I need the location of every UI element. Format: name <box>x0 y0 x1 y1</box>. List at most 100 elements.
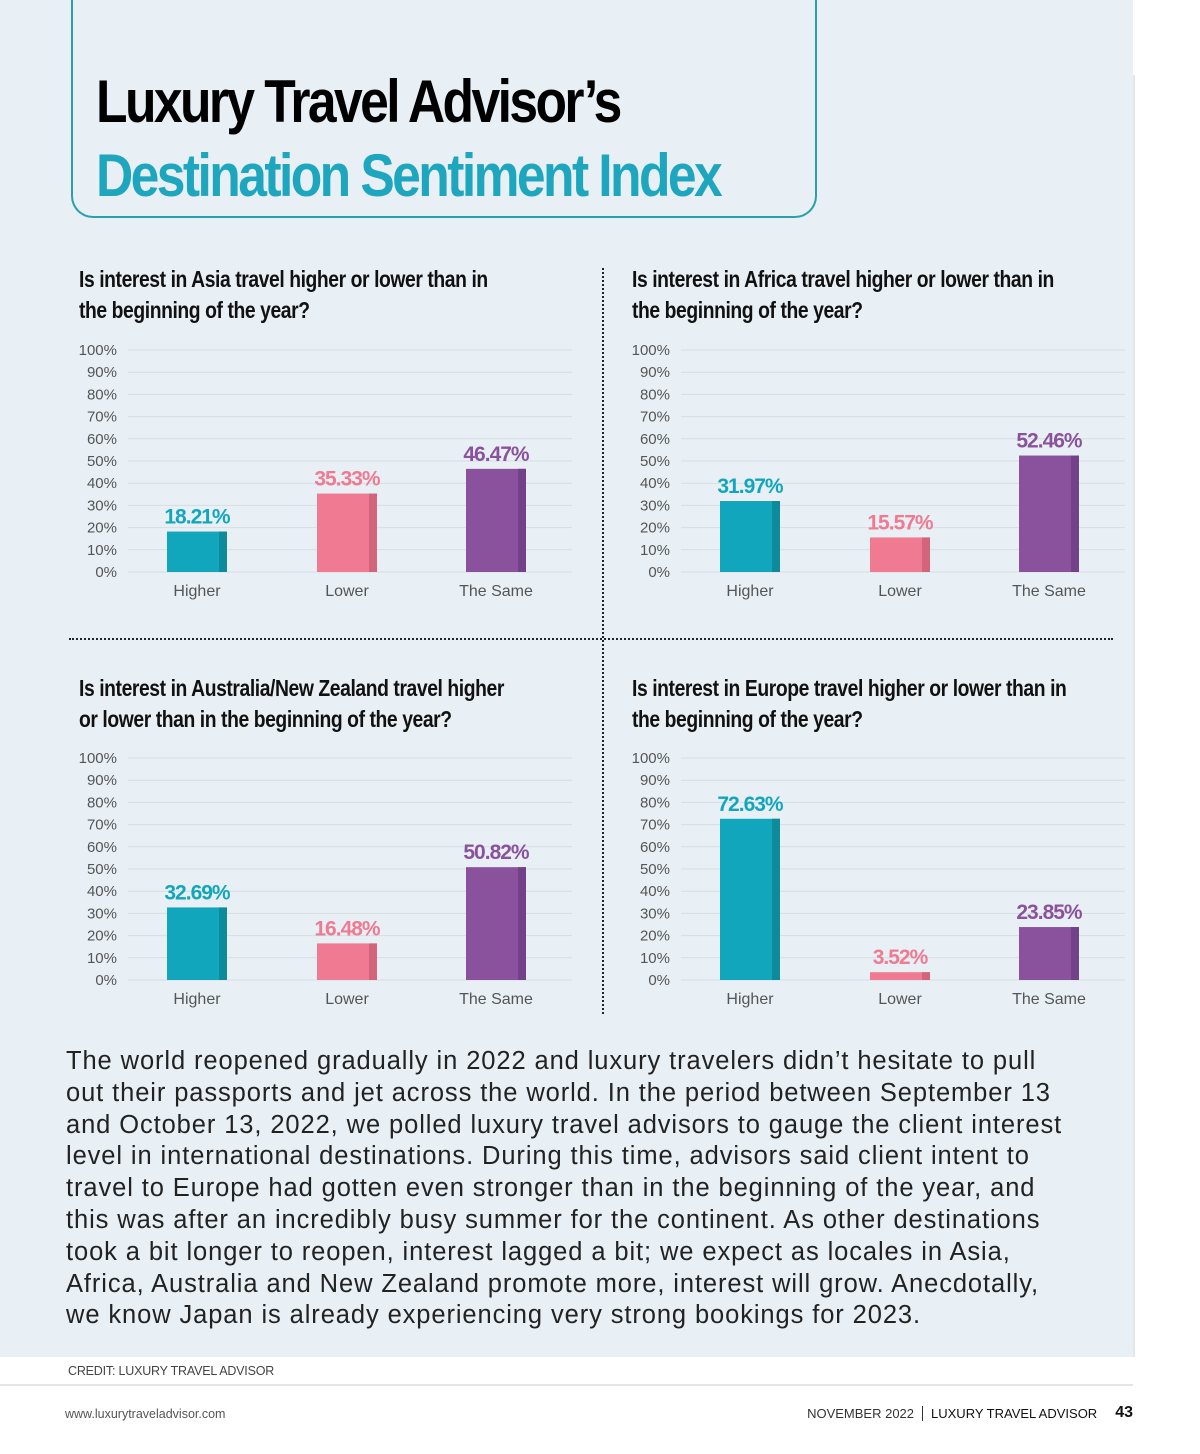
y-tick-label: 90% <box>640 364 670 381</box>
bar-higher <box>167 531 227 572</box>
bar-lower <box>317 493 377 572</box>
y-tick-label: 70% <box>87 409 117 426</box>
chart-europe-title: Is interest in Europe travel higher or l… <box>632 673 1067 735</box>
chart-asia-title: Is interest in Asia travel higher or low… <box>79 264 488 326</box>
bar-lower-shade <box>922 972 930 980</box>
page-number: 43 <box>1115 1404 1133 1421</box>
y-tick-label: 10% <box>87 542 117 559</box>
data-label-same: 46.47% <box>463 443 530 466</box>
y-tick-label: 20% <box>87 928 117 945</box>
footer-separator <box>922 1405 924 1421</box>
bar-same <box>1019 455 1079 572</box>
y-tick-label: 100% <box>79 342 117 359</box>
bar-lower-body <box>317 493 377 572</box>
chart-australia-title: Is interest in Australia/New Zealand tra… <box>79 673 504 735</box>
y-tick-label: 80% <box>87 386 117 403</box>
y-tick-label: 50% <box>87 453 117 470</box>
x-category-label: Lower <box>878 991 922 1008</box>
footer-url-link[interactable]: www.luxurytraveladvisor.com <box>65 1407 226 1421</box>
bar-higher-shade <box>219 531 227 572</box>
body-line: and October 13, 2022, we polled luxury t… <box>66 1110 1063 1139</box>
body-line: Africa, Australia and New Zealand promot… <box>66 1269 1039 1298</box>
chart-australia: 0% 10% 20% 30% 40% 50% 60% 70% 80% 90% 100% 32.69% H… <box>79 750 572 1008</box>
y-tick-label: 60% <box>640 431 670 448</box>
y-tick-label: 10% <box>640 950 670 967</box>
bar-same <box>466 468 526 572</box>
y-tick-label: 30% <box>640 497 670 514</box>
y-tick-label: 20% <box>640 520 670 537</box>
chart-title-line: Is interest in Africa travel higher or l… <box>632 266 1054 292</box>
bar-same-body <box>1019 927 1079 980</box>
bar-higher-shade <box>219 907 227 980</box>
credit-divider <box>0 1384 1133 1386</box>
bar-same-shade <box>1071 455 1079 572</box>
y-tick-label: 0% <box>95 972 117 989</box>
chart-title-line: or lower than in the beginning of the ye… <box>79 706 452 732</box>
y-tick-label: 10% <box>87 950 117 967</box>
x-category-label: Lower <box>325 583 369 600</box>
bar-lower-shade <box>369 493 377 572</box>
x-category-label: Higher <box>173 583 221 600</box>
x-category-label: Higher <box>726 583 774 600</box>
bar-lower-body <box>317 943 377 980</box>
page-title: Luxury Travel Advisor’s <box>96 68 622 135</box>
page-subtitle: Destination Sentiment Index <box>96 142 723 209</box>
y-tick-label: 70% <box>87 817 117 834</box>
y-tick-label: 90% <box>640 772 670 789</box>
data-label-same: 50.82% <box>463 841 530 864</box>
y-tick-label: 90% <box>87 772 117 789</box>
bar-lower-shade <box>922 537 930 572</box>
y-tick-label: 80% <box>87 794 117 811</box>
y-tick-label: 60% <box>87 431 117 448</box>
x-category-label: The Same <box>459 583 533 600</box>
bar-same <box>466 867 526 980</box>
body-line: took a bit longer to reopen, interest la… <box>66 1237 1011 1266</box>
x-category-label: Lower <box>878 583 922 600</box>
chart-title-line: Is interest in Europe travel higher or l… <box>632 675 1067 701</box>
chart-title-line: Is interest in Asia travel higher or low… <box>79 266 488 292</box>
y-tick-label: 100% <box>632 750 670 767</box>
chart-africa-title: Is interest in Africa travel higher or l… <box>632 264 1054 326</box>
body-line: level in international destinations. Dur… <box>66 1142 1030 1171</box>
y-tick-label: 0% <box>648 564 670 581</box>
y-tick-label: 40% <box>640 883 670 900</box>
bar-same <box>1019 927 1079 980</box>
bar-same-shade <box>518 867 526 980</box>
y-tick-label: 50% <box>640 861 670 878</box>
chart-africa: 0% 10% 20% 30% 40% 50% 60% 70% 80% 90% 100% 31.97% H… <box>632 342 1125 600</box>
bar-higher <box>720 501 780 572</box>
bar-higher <box>720 818 780 980</box>
y-tick-label: 10% <box>640 542 670 559</box>
body-line: we know Japan is already experiencing ve… <box>66 1301 921 1330</box>
y-tick-label: 30% <box>87 497 117 514</box>
data-label-lower: 35.33% <box>314 468 381 491</box>
data-label-higher: 32.69% <box>164 881 231 904</box>
y-tick-label: 100% <box>79 750 117 767</box>
x-category-label: The Same <box>1012 583 1086 600</box>
bar-same-body <box>466 468 526 572</box>
chart-title-line: the beginning of the year? <box>632 297 863 323</box>
bar-higher-shade <box>772 501 780 572</box>
bar-lower <box>870 537 930 572</box>
bar-same-shade <box>1071 927 1079 980</box>
y-tick-label: 40% <box>640 475 670 492</box>
y-tick-label: 70% <box>640 817 670 834</box>
y-tick-label: 60% <box>87 839 117 856</box>
footer-magazine-name: LUXURY TRAVEL ADVISOR <box>931 1405 1098 1421</box>
y-tick-label: 80% <box>640 794 670 811</box>
article-body: The world reopened gradually in 2022 and… <box>66 1046 1126 1332</box>
y-tick-label: 40% <box>87 883 117 900</box>
chart-title-line: Is interest in Australia/New Zealand tra… <box>79 675 504 701</box>
title-box <box>71 0 817 218</box>
bar-lower-shade <box>369 943 377 980</box>
data-label-lower: 16.48% <box>314 917 381 940</box>
panel-edge <box>1133 75 1135 1357</box>
y-tick-label: 80% <box>640 386 670 403</box>
content-panel <box>0 0 1133 1357</box>
body-line: out their passports and jet across the w… <box>66 1078 1051 1107</box>
y-tick-label: 30% <box>87 905 117 922</box>
bar-higher-body <box>720 818 780 980</box>
vertical-divider <box>602 268 604 1014</box>
bar-lower <box>870 972 930 980</box>
y-tick-label: 0% <box>95 564 117 581</box>
